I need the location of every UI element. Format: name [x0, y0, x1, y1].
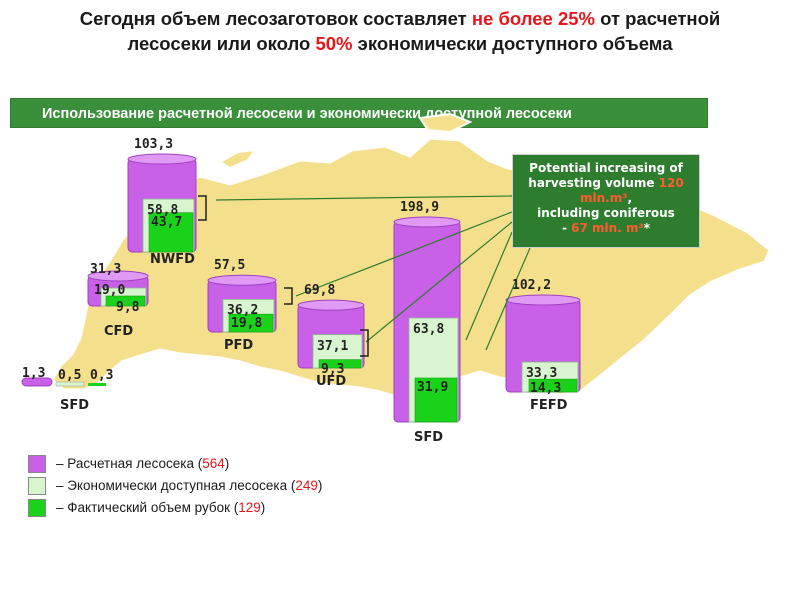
- value-label: 37,1: [317, 338, 349, 354]
- value-label: 103,3: [134, 137, 174, 153]
- value-label: 9,8: [116, 300, 140, 315]
- value-label: 43,7: [151, 214, 183, 230]
- page-title: Сегодня объем лесозаготовок составляет н…: [40, 6, 760, 56]
- legend-value: 249: [295, 478, 318, 493]
- bar-actual: [528, 378, 578, 393]
- callout-value1: 120 mln.m³: [579, 176, 684, 205]
- value-label: 9,3: [321, 361, 345, 377]
- value-label: 198,9: [400, 200, 440, 215]
- title-highlight-50: 50%: [315, 33, 353, 54]
- bar-group: [21, 153, 581, 423]
- bar-actual: [88, 383, 106, 386]
- legend-label: – Экономически доступная лесосека (: [56, 478, 296, 493]
- bar-allowable-cap: [297, 299, 365, 311]
- leader-line: [295, 211, 513, 297]
- leader-line: [365, 221, 513, 343]
- bar-actual: [105, 295, 146, 307]
- value-label: 58,8: [147, 203, 179, 219]
- callout-comma: ,: [627, 191, 633, 205]
- leader-line: [465, 231, 513, 341]
- callout-line2: harvesting volume: [528, 176, 655, 190]
- bar-allowable-cap: [393, 216, 461, 228]
- bracket: [360, 329, 369, 357]
- legend-close: ): [317, 478, 323, 493]
- title-part1: Сегодня объем лесозаготовок составляет: [79, 8, 467, 29]
- banner-band: [10, 98, 708, 128]
- legend-text: – Фактический объем рубок (129): [56, 500, 265, 515]
- region-label: SFD: [414, 430, 444, 445]
- region-label: PFD: [224, 338, 254, 353]
- bar-allowable-cap: [505, 294, 581, 306]
- value-label: 0,5: [58, 368, 82, 383]
- north-island: [218, 148, 258, 170]
- callout-star: *: [643, 221, 650, 235]
- value-label: 33,3: [526, 366, 558, 382]
- value-label: 14,3: [530, 381, 562, 397]
- bar-allowable-cap: [87, 270, 149, 282]
- bar-accessible: [55, 381, 85, 387]
- bar-allowable-cap: [127, 153, 197, 165]
- title-part2: от расчетной лесосеки или около: [127, 8, 721, 54]
- legend-close: ): [224, 456, 230, 471]
- bar-actual: [148, 212, 194, 253]
- value-label: 19,8: [231, 316, 263, 332]
- title-highlight-25: не более 25%: [471, 8, 595, 29]
- legend-swatch-actual: [28, 499, 46, 517]
- value-label: 57,5: [214, 258, 246, 274]
- callout-line5-wrap: - 67 mln. m³*: [513, 221, 699, 236]
- legend-close: ): [260, 500, 266, 515]
- legend-label: – Фактический объем рубок (: [56, 500, 239, 515]
- bar-actual: [318, 359, 362, 369]
- title-part3: экономически доступного объема: [357, 33, 673, 54]
- callout-line4: including coniferous: [537, 206, 675, 220]
- value-label: 31,9: [417, 380, 449, 395]
- leader-lines: [198, 195, 531, 357]
- legend-text: – Экономически доступная лесосека (249): [56, 478, 322, 493]
- value-label: 36,2: [227, 303, 259, 319]
- leader-line: [485, 247, 531, 351]
- bracket: [284, 287, 293, 305]
- bar-allowable: [21, 377, 53, 387]
- callout-line2-wrap: harvesting volume 120 mln.m³,: [513, 176, 699, 206]
- value-label: 0,3: [90, 368, 114, 383]
- value-label: 1,3: [22, 366, 46, 381]
- callout-value2: 67 mln. m³: [571, 221, 644, 235]
- legend-swatch-accessible: [28, 477, 46, 495]
- region-label: NWFD: [150, 252, 195, 267]
- value-label: 102,2: [512, 278, 552, 294]
- potential-callout: Potential increasing of harvesting volum…: [512, 154, 700, 248]
- bar-actual: [414, 377, 458, 423]
- region-label: FEFD: [530, 398, 568, 413]
- bracket: [198, 195, 207, 221]
- bar-allowable-cap: [207, 274, 277, 286]
- callout-line1: Potential increasing of: [529, 161, 683, 175]
- legend-value: 564: [202, 456, 225, 471]
- legend-text: – Расчетная лесосека (564): [56, 456, 229, 471]
- legend-value: 129: [238, 500, 261, 515]
- value-label: 31,3: [90, 262, 122, 277]
- leader-line: [215, 195, 513, 201]
- legend-swatch-allowable: [28, 455, 46, 473]
- value-label: 69,8: [304, 283, 336, 299]
- legend-label: – Расчетная лесосека (: [56, 456, 203, 471]
- region-label: CFD: [104, 324, 134, 339]
- north-island: [418, 112, 473, 134]
- callout-dash: -: [562, 221, 567, 235]
- region-label: UFD: [316, 374, 347, 389]
- value-label: 19,0: [94, 283, 126, 298]
- region-label: SFD: [60, 398, 90, 413]
- value-label: 63,8: [413, 322, 445, 337]
- bar-actual: [228, 313, 274, 333]
